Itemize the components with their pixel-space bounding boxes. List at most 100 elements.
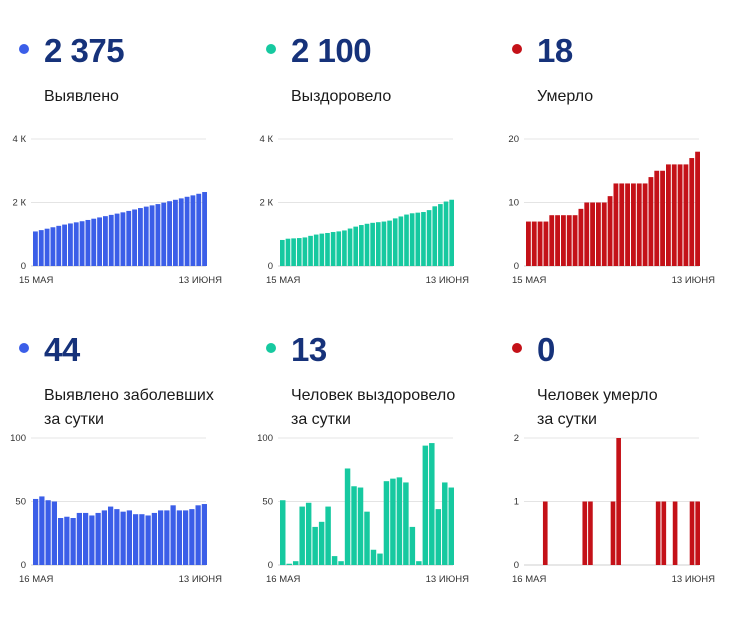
label-line: за сутки bbox=[291, 411, 351, 428]
bar bbox=[33, 231, 38, 266]
bar bbox=[305, 502, 312, 565]
bar bbox=[97, 217, 102, 266]
bar bbox=[671, 164, 677, 266]
bar bbox=[318, 521, 325, 565]
bar bbox=[83, 512, 89, 565]
panel-daily-recovered: 13 Человек выздоровело за сутки 0 50 100 16… bbox=[247, 299, 490, 613]
bar bbox=[308, 235, 313, 266]
bar bbox=[79, 221, 85, 266]
bar bbox=[359, 225, 364, 266]
bar bbox=[103, 216, 108, 266]
bar bbox=[404, 214, 409, 266]
bar bbox=[139, 514, 145, 565]
bar bbox=[336, 231, 342, 266]
bar bbox=[370, 222, 375, 266]
blue-dot-icon bbox=[19, 44, 29, 54]
label-line: Выздоровело bbox=[291, 88, 392, 105]
bar bbox=[654, 170, 660, 266]
bar bbox=[377, 553, 383, 565]
bar bbox=[89, 515, 95, 565]
teal-dot-icon bbox=[266, 44, 276, 54]
bar bbox=[596, 202, 601, 266]
bar bbox=[196, 193, 202, 266]
x-end-label: 13 ИЮНЯ bbox=[426, 275, 469, 286]
bar bbox=[126, 510, 132, 565]
x-end-label: 13 ИЮНЯ bbox=[179, 275, 222, 286]
bar bbox=[285, 238, 291, 266]
bar bbox=[158, 510, 164, 565]
bar bbox=[578, 208, 584, 266]
bar bbox=[133, 514, 139, 565]
bar bbox=[108, 214, 114, 266]
total-cases-value: 2 375 bbox=[44, 32, 125, 69]
bar bbox=[76, 512, 82, 565]
bar bbox=[70, 518, 76, 565]
bar bbox=[155, 204, 161, 266]
bar bbox=[426, 210, 432, 266]
bar bbox=[409, 526, 416, 565]
bar bbox=[607, 196, 613, 266]
bar bbox=[409, 213, 415, 266]
label-line: Выявлено заболевших bbox=[44, 387, 214, 404]
bar bbox=[438, 204, 443, 266]
bar bbox=[666, 164, 671, 266]
bar bbox=[357, 487, 364, 565]
x-start-label: 16 МАЯ bbox=[266, 574, 300, 585]
bar bbox=[383, 481, 390, 565]
bar bbox=[642, 183, 648, 266]
bar bbox=[161, 202, 167, 266]
bar bbox=[73, 222, 79, 266]
bar bbox=[429, 443, 435, 565]
bar bbox=[325, 506, 331, 565]
total-cases-label: Выявлено bbox=[44, 85, 119, 109]
label-line: за сутки bbox=[537, 411, 597, 428]
bar bbox=[601, 202, 607, 266]
bar bbox=[58, 518, 64, 565]
bar bbox=[590, 202, 595, 266]
panel-total-deaths: 18 Умерло 0 10 20 15 МАЯ 13 ИЮНЯ bbox=[493, 0, 729, 314]
bar bbox=[120, 511, 126, 565]
bar bbox=[526, 221, 531, 266]
bar bbox=[91, 218, 97, 266]
bar bbox=[319, 233, 325, 266]
total-cases-chart: 0 2 К 4 К 15 МАЯ 13 ИЮНЯ bbox=[13, 134, 223, 286]
bar bbox=[132, 209, 137, 266]
daily-deaths-chart: 0 1 2 16 МАЯ 13 ИЮНЯ bbox=[512, 433, 715, 585]
bar bbox=[435, 509, 442, 565]
bar bbox=[189, 509, 195, 565]
bar bbox=[672, 501, 678, 565]
bar bbox=[176, 510, 182, 565]
daily-cases-value: 44 bbox=[44, 331, 80, 368]
bar bbox=[695, 151, 700, 266]
panel-total-recovered: 2 100 Выздоровело 0 2 К 4 К 15 МАЯ 13 ИЮНЯ bbox=[247, 0, 490, 314]
bar bbox=[636, 183, 642, 266]
bar bbox=[85, 219, 91, 266]
bar bbox=[331, 556, 338, 565]
y-tick-label: 0 bbox=[268, 261, 273, 272]
bar bbox=[299, 506, 305, 565]
y-tick-label: 0 bbox=[514, 560, 519, 571]
bar bbox=[403, 482, 409, 565]
bar bbox=[448, 487, 454, 565]
bar bbox=[151, 512, 157, 565]
bar bbox=[126, 210, 132, 266]
panel-daily-cases: 44 Выявлено заболевших за сутки 0 50 100 16… bbox=[0, 299, 243, 613]
y-tick-label: 0 bbox=[268, 560, 273, 571]
bar bbox=[114, 213, 120, 266]
bar bbox=[342, 230, 347, 266]
bar bbox=[655, 501, 661, 565]
bar bbox=[588, 501, 593, 565]
bar bbox=[325, 232, 330, 266]
bar bbox=[280, 500, 286, 565]
y-tick-label: 1 bbox=[514, 497, 519, 508]
bar bbox=[421, 212, 426, 266]
bar bbox=[101, 510, 107, 565]
x-end-label: 13 ИЮНЯ bbox=[179, 574, 222, 585]
bar bbox=[375, 222, 381, 266]
label-line: Выявлено bbox=[44, 88, 119, 105]
x-end-label: 13 ИЮНЯ bbox=[672, 574, 715, 585]
y-tick-label: 50 bbox=[15, 497, 26, 508]
bar bbox=[64, 516, 70, 565]
bar bbox=[555, 215, 560, 266]
bar bbox=[549, 215, 555, 266]
